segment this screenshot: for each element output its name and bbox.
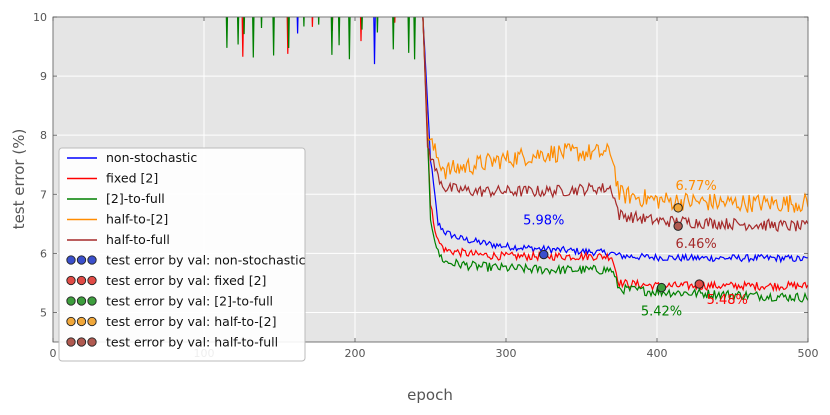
y-tick-label: 7 xyxy=(40,188,47,201)
y-tick-label: 8 xyxy=(40,129,47,142)
val-marker-4 xyxy=(673,221,683,231)
legend-marker-1 xyxy=(76,275,87,286)
annotation-0: 5.98% xyxy=(523,214,564,229)
legend-marker-3 xyxy=(76,316,87,327)
legend-label-0: non-stochastic xyxy=(106,150,197,165)
legend-marker-2 xyxy=(66,296,76,306)
marker-group xyxy=(539,203,704,293)
series-line-3 xyxy=(422,17,808,213)
legend-marker-4 xyxy=(66,337,76,347)
series-line-0 xyxy=(296,17,808,264)
annotation-1: 5.48% xyxy=(707,293,748,308)
annotation-3: 6.77% xyxy=(675,179,716,194)
y-axis-title: test error (%) xyxy=(10,129,28,230)
legend: non-stochastic fixed [2] [2]-to-full half-t… xyxy=(58,147,306,362)
x-tick-label: 0 xyxy=(50,347,57,360)
x-tick-label: 200 xyxy=(345,347,366,360)
series-line-4 xyxy=(422,17,808,233)
legend-marker-2 xyxy=(87,296,97,306)
y-tick-label: 5 xyxy=(40,306,47,319)
legend-marker-label-1: test error by val: fixed [2] xyxy=(106,273,266,288)
legend-marker-label-0: test error by val: non-stochastic xyxy=(106,253,306,268)
legend-marker-label-3: test error by val: half-to-[2] xyxy=(106,314,277,329)
plot-frame xyxy=(52,16,809,343)
legend-marker-label-2: test error by val: [2]-to-full xyxy=(106,294,273,309)
legend-label-1: fixed [2] xyxy=(106,171,158,186)
x-tick-label: 400 xyxy=(647,347,668,360)
legend-marker-0 xyxy=(87,255,97,265)
legend-marker-4 xyxy=(76,337,87,347)
y-tick-label: 10 xyxy=(33,11,47,24)
series-line-2 xyxy=(225,17,808,303)
y-tick-label: 6 xyxy=(40,247,47,260)
series-group xyxy=(225,17,808,303)
legend-label-2: [2]-to-full xyxy=(106,191,165,206)
val-marker-1 xyxy=(694,279,704,289)
legend-label-4: half-to-full xyxy=(106,232,170,247)
x-tick-label: 500 xyxy=(798,347,819,360)
annotation-2: 5.42% xyxy=(641,305,682,320)
x-axis-title: epoch xyxy=(407,386,453,404)
legend-marker-0 xyxy=(76,255,87,265)
annotation-group: 5.98% 5.48% 5.42% 6.77% 6.46% xyxy=(523,179,748,320)
val-marker-0 xyxy=(539,249,549,260)
legend-label-3: half-to-[2] xyxy=(106,212,168,227)
val-marker-2 xyxy=(656,282,667,293)
legend-marker-1 xyxy=(87,275,97,286)
y-tick-label: 9 xyxy=(40,70,47,83)
val-marker-3 xyxy=(673,203,683,213)
legend-marker-2 xyxy=(76,296,87,306)
legend-marker-0 xyxy=(66,255,76,265)
legend-marker-4 xyxy=(87,337,97,347)
x-tick-label: 300 xyxy=(496,347,517,360)
annotation-4: 6.46% xyxy=(675,237,716,252)
legend-marker-1 xyxy=(66,275,76,286)
legend-box xyxy=(58,147,306,362)
legend-marker-label-4: test error by val: half-to-full xyxy=(106,335,278,350)
legend-marker-3 xyxy=(87,316,97,327)
legend-marker-3 xyxy=(66,316,76,327)
